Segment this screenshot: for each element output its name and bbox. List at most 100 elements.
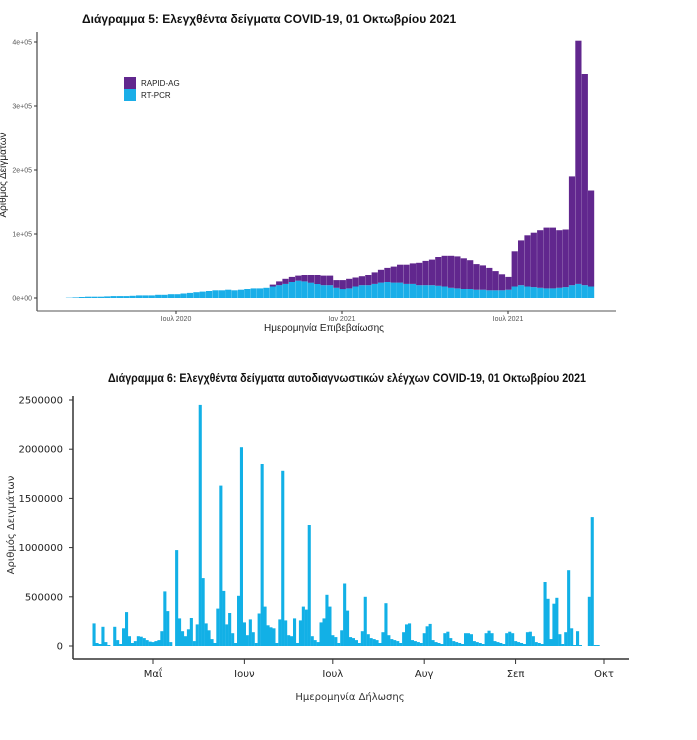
- bar: [189, 618, 193, 646]
- legend-swatch-rapid-ag: [124, 77, 136, 89]
- bar-rt-pcr: [575, 283, 582, 298]
- bar: [555, 597, 559, 646]
- bar: [573, 645, 577, 646]
- bar-rapid-ag: [486, 267, 493, 291]
- bar-rapid-ag: [282, 278, 289, 284]
- bar-rapid-ag: [435, 257, 442, 286]
- bar: [125, 612, 129, 646]
- bar-rt-pcr: [307, 282, 315, 298]
- bar-rt-pcr: [492, 290, 499, 298]
- bar: [455, 642, 459, 646]
- bar: [225, 624, 229, 646]
- bar-rapid-ag: [416, 262, 423, 286]
- bar-rapid-ag: [505, 276, 512, 290]
- x-tick-label: Ιουλ: [322, 669, 343, 680]
- bar: [293, 618, 297, 646]
- bar: [275, 643, 279, 646]
- bar-rapid-ag: [371, 272, 378, 284]
- bar-rapid-ag: [556, 230, 563, 288]
- bar-rt-pcr: [397, 282, 404, 298]
- bar: [534, 642, 538, 646]
- bar: [399, 643, 403, 646]
- bar-rapid-ag: [327, 275, 334, 286]
- bar: [458, 643, 462, 646]
- bar: [239, 447, 243, 646]
- y-tick-label: 1e+05: [12, 232, 32, 239]
- bar: [163, 591, 167, 646]
- bar: [561, 644, 565, 646]
- bar-rt-pcr: [104, 296, 111, 298]
- bar: [269, 627, 273, 646]
- bar: [166, 611, 170, 646]
- bar: [136, 636, 140, 646]
- bar: [472, 641, 476, 646]
- bar-rt-pcr: [498, 290, 506, 298]
- bar: [186, 629, 190, 646]
- bar: [546, 598, 550, 646]
- bar-rt-pcr: [110, 296, 117, 298]
- bar-rapid-ag: [288, 276, 295, 282]
- bar: [487, 630, 491, 646]
- x-tick-label: Ιουν: [234, 669, 255, 680]
- bar: [413, 641, 417, 646]
- y-tick-label: 2500000: [18, 396, 63, 407]
- chart-6-x-label: Ημερομηνία Δήλωσης: [295, 691, 404, 703]
- bar: [234, 643, 238, 646]
- bar: [360, 631, 364, 646]
- bar: [104, 642, 108, 646]
- bar: [466, 633, 470, 646]
- bar: [387, 635, 391, 646]
- bar: [363, 596, 367, 646]
- bar-rapid-ag: [295, 275, 302, 281]
- bar: [290, 636, 294, 646]
- bar-rapid-ag: [365, 275, 372, 286]
- bar: [443, 633, 447, 646]
- bar: [237, 595, 241, 646]
- bar: [520, 643, 524, 646]
- bar-rt-pcr: [505, 289, 512, 298]
- bar: [590, 517, 594, 646]
- bar: [228, 613, 232, 646]
- bar: [452, 641, 456, 646]
- bar: [216, 608, 220, 646]
- bar-rapid-ag: [537, 230, 544, 288]
- y-tick-label: 1500000: [18, 494, 63, 505]
- bar-rt-pcr: [301, 281, 308, 298]
- bar: [552, 603, 556, 646]
- bar: [260, 464, 264, 646]
- bar: [142, 638, 146, 646]
- bar-rt-pcr: [193, 292, 200, 298]
- chart-5-y-label: Αριθμός Δειγμάτων: [0, 132, 9, 217]
- bar: [543, 582, 547, 646]
- bar-rapid-ag: [473, 264, 480, 290]
- x-tick-label: Μαΐ: [144, 666, 163, 680]
- bar-rapid-ag: [276, 281, 283, 286]
- bar-rt-pcr: [212, 290, 219, 298]
- bar-rapid-ag: [511, 251, 518, 287]
- bar-rapid-ag: [320, 275, 327, 286]
- bar-rt-pcr: [186, 292, 194, 298]
- bar-rapid-ag: [397, 264, 404, 283]
- bar-rt-pcr: [358, 285, 365, 298]
- bar-rapid-ag: [588, 190, 595, 287]
- bar: [464, 633, 468, 646]
- bar: [508, 631, 512, 646]
- chart-5-legend: RAPID-AG RT-PCR: [124, 77, 180, 101]
- bar: [151, 642, 155, 646]
- bar: [127, 636, 131, 646]
- bar: [201, 578, 205, 646]
- bar: [393, 640, 397, 646]
- bar: [422, 633, 426, 646]
- bar: [248, 619, 252, 646]
- bar: [304, 609, 308, 646]
- bar-rt-pcr: [250, 288, 257, 298]
- bar-rt-pcr: [142, 295, 149, 298]
- bar-rapid-ag: [562, 229, 569, 288]
- bar-rt-pcr: [479, 289, 486, 298]
- bar-rapid-ag: [460, 258, 467, 289]
- bar-rt-pcr: [384, 282, 391, 298]
- bar: [346, 610, 350, 646]
- legend-swatch-rt-pcr: [124, 89, 136, 101]
- bar: [596, 645, 600, 646]
- bar-rt-pcr: [72, 297, 79, 298]
